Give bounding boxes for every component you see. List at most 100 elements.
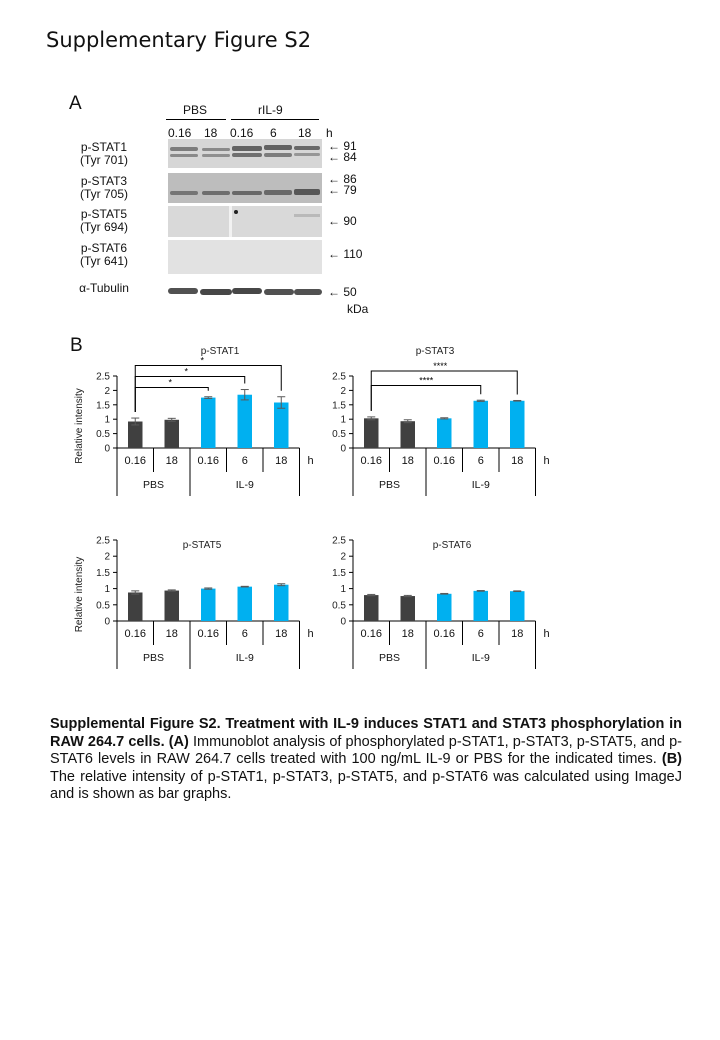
mw-marker: ← 91 [328,139,357,153]
significance-label: * [168,378,172,388]
bar [364,418,379,448]
significance-label: **** [419,376,434,386]
y-tick-label: 1 [104,415,110,426]
lane-label: 18 [204,126,218,140]
y-tick-label: 0 [340,444,346,455]
x-tick-label: 0.16 [198,628,219,640]
chart-title: p-STAT1 [201,346,240,357]
time-unit: h [308,455,314,467]
bar [510,591,525,621]
lane-label: 0.16 [230,126,254,140]
bar [400,596,415,621]
y-tick-label: 0.5 [96,600,110,611]
caption-a-label: (A) [168,733,189,750]
group-label: IL-9 [236,479,254,491]
caption-b-label: (B) [661,751,683,767]
y-tick-label: 0.5 [332,429,346,440]
y-tick-label: 0.5 [96,429,110,440]
mw-marker: ← 84 [328,150,357,164]
significance-bracket [134,365,282,413]
x-tick-label: 18 [275,455,287,467]
bar [201,397,216,448]
time-unit: h [544,455,550,467]
x-tick-label: 0.16 [125,628,146,640]
bar [400,421,415,448]
y-tick-label: 0 [104,617,110,628]
bar [201,588,216,621]
mw-marker: ← 110 [328,247,363,261]
group-label-pbs: PBS [183,103,208,117]
y-tick-label: 0.5 [332,600,346,611]
y-tick-label: 1.5 [332,568,346,579]
group-label: IL-9 [472,652,490,664]
caption-a-text: Immunoblot analysis of phosphorylated p-… [50,733,682,768]
bar [437,593,452,621]
x-tick-label: 0.16 [198,455,219,467]
y-tick-label: 0 [104,444,110,455]
y-tick-label: 2 [340,552,346,563]
group-label: PBS [143,479,164,491]
chart-pstat5: p-STAT5 0 0.5 1 1.5 2 2.5 Relative intensity 0.1… [74,536,314,669]
bar [128,592,143,621]
x-tick-label: 0.16 [434,455,455,467]
bar [274,402,289,448]
y-tick-label: 1 [340,415,346,426]
blot-label-tubulin: α-Tubulin [79,281,129,295]
group-label: PBS [379,479,400,491]
group-label: IL-9 [472,479,490,491]
chart-pstat1: p-STAT1 0 0.5 1 1.5 2 2.5 Relative intensity 0.1… [74,346,314,496]
chart-title: p-STAT5 [183,540,222,551]
panel-a-letter: A [69,93,82,114]
y-tick-label: 1 [340,584,346,595]
blot-label-pstat3: p-STAT3 (Tyr 705) [79,174,128,201]
significance-bracket [370,370,518,411]
lane-label: 6 [270,126,277,140]
significance-label: **** [433,361,448,371]
x-tick-label: 18 [402,628,414,640]
bar [473,400,488,448]
bar [237,394,252,448]
y-tick-label: 2.5 [96,372,110,383]
bar [164,419,179,448]
x-tick-label: 18 [402,455,414,467]
blot-label-pstat6: p-STAT6 (Tyr 641) [79,241,128,268]
y-tick-label: 0 [340,617,346,628]
y-tick-label: 2 [340,386,346,397]
bar [164,590,179,621]
y-tick-label: 2.5 [332,372,346,383]
significance-bracket [134,387,209,413]
significance-bracket [134,376,246,413]
mw-marker: ← 79 [328,183,357,197]
y-tick-label: 2 [104,386,110,397]
significance-label: * [184,367,188,377]
x-tick-label: 18 [511,455,523,467]
y-tick-label: 1 [104,584,110,595]
time-unit: h [308,628,314,640]
figure-caption: Supplemental Figure S2. Treatment with I… [50,716,682,804]
caption-lead: Supplemental Figure S2. Treatment with I… [50,716,682,750]
x-tick-label: 6 [242,455,248,467]
y-tick-label: 2.5 [96,536,110,547]
western-blot-image [168,139,322,295]
x-tick-label: 0.16 [434,628,455,640]
time-unit: h [544,628,550,640]
x-tick-label: 6 [242,628,248,640]
y-axis-label: Relative intensity [74,557,85,633]
y-tick-label: 2 [104,552,110,563]
significance-label: * [200,356,204,366]
x-tick-label: 6 [478,628,484,640]
y-tick-label: 2.5 [332,536,346,547]
group-line-pbs [166,119,226,120]
bar [437,418,452,448]
figure-title: Supplementary Figure S2 [46,28,312,52]
x-tick-label: 6 [478,455,484,467]
blot-label-pstat1: p-STAT1 (Tyr 701) [79,140,128,167]
group-label: PBS [143,652,164,664]
group-line-il9 [231,119,319,120]
panel-b-letter: B [70,335,83,356]
y-axis-label: Relative intensity [74,388,85,464]
x-tick-label: 18 [166,455,178,467]
bar [510,400,525,448]
chart-pstat6: p-STAT6 0 0.5 1 1.5 2 2.5 0.16 18 0.16 6 18 h PBS IL-9 [332,536,550,669]
bar [473,590,488,621]
